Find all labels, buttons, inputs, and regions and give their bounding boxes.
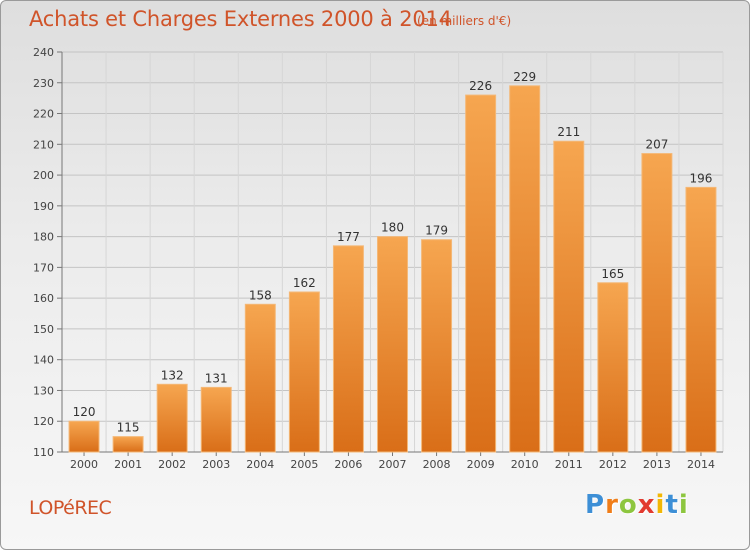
x-tick-label: 2011 [555,458,583,471]
x-tick-label: 2007 [379,458,407,471]
y-tick-label: 120 [33,415,54,428]
y-tick-label: 170 [33,261,54,274]
bar [597,282,629,453]
bar-value-label: 207 [645,138,668,152]
logo-letter: P [585,490,606,520]
x-tick-label: 2006 [334,458,362,471]
y-tick-label: 220 [33,108,54,121]
bar-value-label: 226 [469,79,492,93]
x-tick-label: 2009 [467,458,495,471]
logo-letter: x [637,490,656,520]
bar [509,85,541,453]
logo-letter: o [618,490,638,520]
bar-value-label: 196 [690,171,713,185]
y-tick-label: 210 [33,138,54,151]
y-tick-label: 140 [33,354,54,367]
x-tick-label: 2002 [158,458,186,471]
bar [244,303,276,453]
bar-value-label: 180 [381,221,404,235]
y-tick-label: 240 [33,46,54,59]
proxiti-logo: Proxiti [585,490,689,520]
y-tick-label: 230 [33,77,54,90]
y-tick-label: 150 [33,323,54,336]
x-tick-label: 2012 [599,458,627,471]
bar [377,236,408,453]
x-tick-label: 2000 [70,458,98,471]
bar-value-label: 120 [73,405,96,419]
logo-letter: i [655,490,666,520]
bar [112,436,144,453]
bar [68,420,100,453]
x-tick-label: 2001 [114,458,142,471]
bar-value-label: 132 [161,368,184,382]
bar-value-label: 165 [601,267,624,281]
x-tick-label: 2008 [423,458,451,471]
bar-value-label: 158 [249,288,272,302]
bar [685,186,717,453]
bar [156,383,188,453]
x-tick-label: 2003 [202,458,230,471]
x-tick-label: 2014 [687,458,715,471]
y-tick-label: 130 [33,384,54,397]
bar [641,153,673,453]
bar-value-label: 211 [557,125,580,139]
commune-name: LOPéREC [29,497,112,519]
bar-value-label: 115 [117,421,140,435]
logo-letter: r [605,490,619,520]
bar [200,386,232,453]
bar [553,140,585,453]
bar [288,291,320,453]
bar [465,94,497,453]
bar-value-label: 177 [337,230,360,244]
y-tick-label: 190 [33,200,54,213]
bar [421,239,453,453]
bar-value-label: 179 [425,224,448,238]
logo-letter: t [665,490,679,520]
x-tick-label: 2013 [643,458,671,471]
y-tick-label: 160 [33,292,54,305]
x-tick-label: 2005 [290,458,318,471]
x-tick-label: 2004 [246,458,274,471]
y-tick-label: 200 [33,169,54,182]
logo-letter: i [678,490,689,520]
y-tick-label: 110 [33,446,54,459]
chart-title: Achats et Charges Externes 2000 à 2014 [29,7,452,31]
x-tick-label: 2010 [511,458,539,471]
bar-value-label: 131 [205,371,228,385]
chart-subtitle: (en milliers d'€) [417,14,512,28]
bar-value-label: 162 [293,276,316,290]
y-tick-label: 180 [33,231,54,244]
bar [332,245,364,453]
bar-value-label: 229 [513,70,536,84]
